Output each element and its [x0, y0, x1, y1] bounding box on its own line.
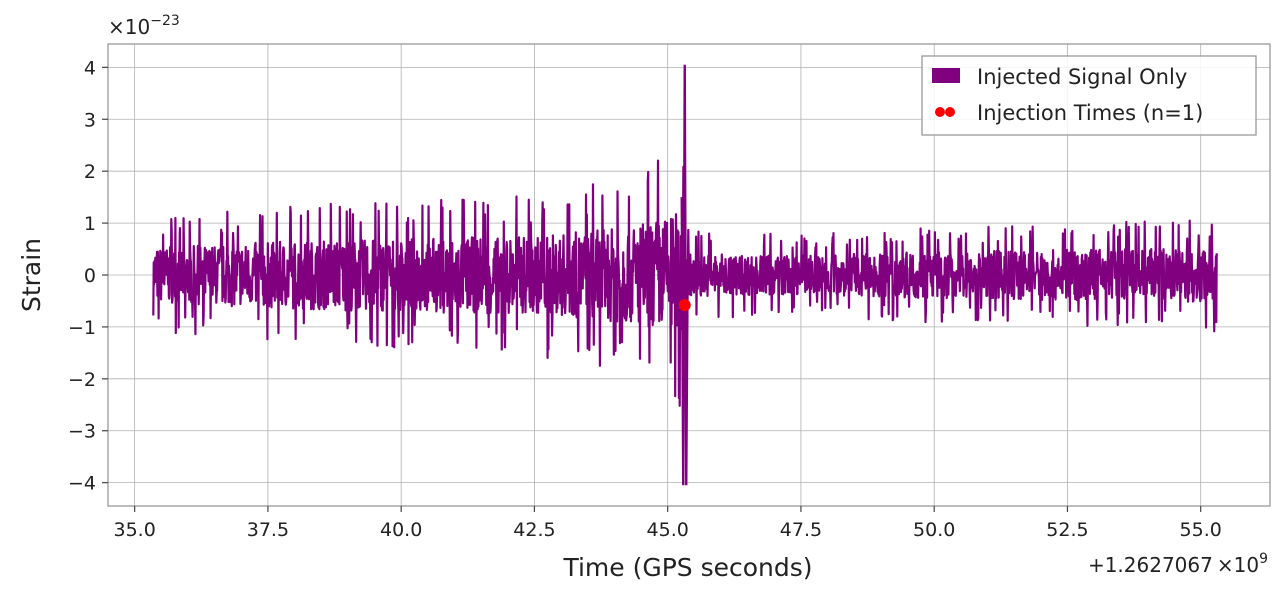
y-tick-label: 2: [84, 161, 96, 183]
x-ticks: 35.0 37.5 40.0 42.5 45.0 47.5 50.0 52.5 55.0: [113, 506, 1222, 541]
x-tick-label: 37.5: [247, 519, 289, 541]
y-ticks: 4 3 2 1 0 −1 −2 −3 −4: [68, 57, 108, 495]
x-tick-label: 50.0: [913, 519, 955, 541]
y-axis-label: Strain: [17, 238, 46, 312]
legend-marker-injection-a: [935, 107, 945, 117]
x-offset-text: +1.2627067 ×109: [1088, 551, 1268, 577]
x-tick-label: 47.5: [780, 519, 822, 541]
y-tick-label: −2: [68, 369, 96, 391]
legend-marker-injection-b: [945, 107, 955, 117]
x-tick-label: 55.0: [1180, 519, 1222, 541]
y-tick-label: 0: [84, 265, 96, 287]
signal-merger-spike: [680, 64, 689, 486]
y-tick-label: 1: [84, 213, 96, 235]
y-tick-label: 4: [84, 57, 96, 79]
y-tick-label: −3: [68, 421, 96, 443]
y-tick-label: 3: [84, 109, 96, 131]
x-tick-label: 40.0: [380, 519, 422, 541]
y-scale-text: ×10−23: [108, 13, 180, 39]
legend-box: [921, 55, 1257, 136]
x-tick-label: 45.0: [647, 519, 689, 541]
y-tick-label: −1: [68, 317, 96, 339]
x-tick-label: 52.5: [1046, 519, 1088, 541]
legend-swatch-signal: [932, 68, 960, 83]
x-tick-label: 42.5: [513, 519, 555, 541]
legend-entry-injection: Injection Times (n=1): [977, 101, 1203, 125]
x-axis-label: Time (GPS seconds): [562, 553, 812, 582]
legend: Injected Signal Only Injection Times (n=…: [921, 55, 1257, 136]
injection-time-point: [678, 299, 691, 312]
y-tick-label: −4: [68, 473, 96, 495]
plot-area: [152, 64, 1218, 486]
x-tick-label: 35.0: [113, 519, 155, 541]
legend-entry-signal: Injected Signal Only: [977, 65, 1187, 89]
